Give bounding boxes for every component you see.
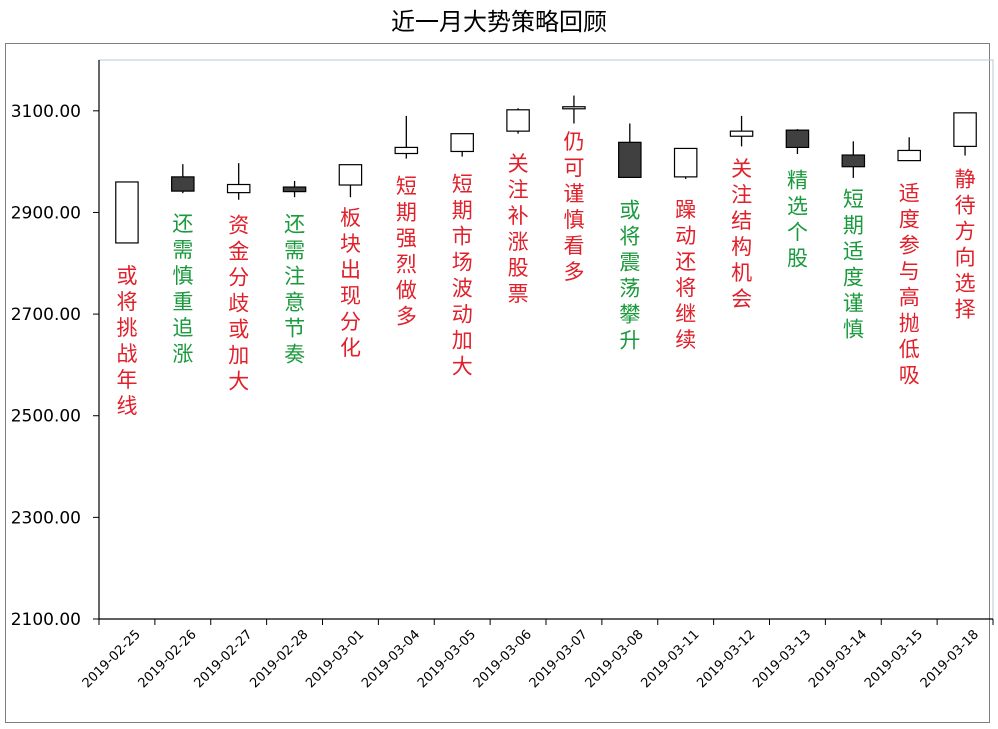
candle-annotation: 仍可谨慎看多 — [563, 130, 584, 284]
x-tick-label: 2019-03-04 — [359, 627, 423, 691]
x-tick-label: 2019-03-13 — [750, 627, 814, 691]
x-tick-label: 2019-03-18 — [918, 627, 982, 691]
candle-annotation: 关注结构机会 — [731, 157, 752, 311]
y-tick-label: 3100.00 — [11, 102, 81, 122]
y-tick-label: 2700.00 — [11, 305, 81, 325]
candle-body — [338, 164, 363, 186]
candle-body — [729, 130, 754, 137]
x-tick-label: 2019-03-15 — [862, 627, 926, 691]
candle-annotation: 短期强烈做多 — [396, 175, 417, 329]
candle-body — [897, 149, 921, 162]
candle-body — [562, 106, 586, 110]
x-tick-label: 2019-02-27 — [191, 627, 255, 691]
y-tick-label: 2100.00 — [11, 610, 81, 630]
candle-body — [618, 141, 642, 178]
candle-body — [282, 186, 307, 193]
chart-frame — [5, 43, 990, 723]
candle-annotation: 短期市场波动加大 — [452, 172, 473, 378]
x-tick-label: 2019-03-08 — [583, 627, 647, 691]
candle-annotation: 适度参与高抛低吸 — [899, 182, 920, 388]
candle-annotation: 或将挑战年线 — [116, 264, 137, 418]
candle-annotation: 静待方向选择 — [955, 167, 976, 321]
candle-body — [506, 109, 530, 132]
y-tick-label: 2900.00 — [11, 203, 81, 223]
x-tick-label: 2019-02-25 — [80, 627, 144, 691]
candle-body — [450, 133, 474, 153]
x-tick-label: 2019-03-01 — [303, 627, 367, 691]
candle-annotation: 精选个股 — [787, 168, 808, 270]
candle-annotation: 板块出现分化 — [340, 206, 361, 360]
x-tick-label: 2019-02-26 — [136, 627, 200, 691]
chart-title: 近一月大势策略回顾 — [391, 8, 607, 36]
x-tick-label: 2019-03-12 — [694, 627, 758, 691]
y-tick-label: 2500.00 — [11, 407, 81, 427]
candle-annotation: 关注补涨股票 — [508, 152, 529, 306]
x-tick-label: 2019-03-14 — [806, 627, 870, 691]
candle-body — [115, 181, 139, 244]
candle-annotation: 资金分歧或加大 — [228, 214, 249, 394]
candle-body — [785, 129, 810, 149]
candle-annotation: 还需注意节奏 — [284, 213, 305, 367]
x-tick-label: 2019-03-11 — [638, 627, 702, 691]
candle-body — [171, 176, 195, 192]
x-tick-label: 2019-03-06 — [471, 627, 535, 691]
candle-annotation: 还需慎重追涨 — [172, 212, 193, 366]
candle-body — [394, 146, 419, 155]
candle-body — [953, 112, 977, 147]
x-tick-label: 2019-03-07 — [527, 627, 591, 691]
candle-body — [673, 147, 698, 178]
candle-body — [841, 154, 866, 168]
x-tick-label: 2019-03-05 — [415, 627, 479, 691]
candle-body — [226, 183, 251, 194]
candle-annotation: 短期适度谨慎 — [843, 188, 864, 342]
candle-annotation: 或将震荡攀升 — [619, 198, 640, 352]
candle-annotation: 躁动还将继续 — [675, 198, 696, 352]
x-tick-label: 2019-02-28 — [247, 627, 311, 691]
y-tick-label: 2300.00 — [11, 508, 81, 528]
